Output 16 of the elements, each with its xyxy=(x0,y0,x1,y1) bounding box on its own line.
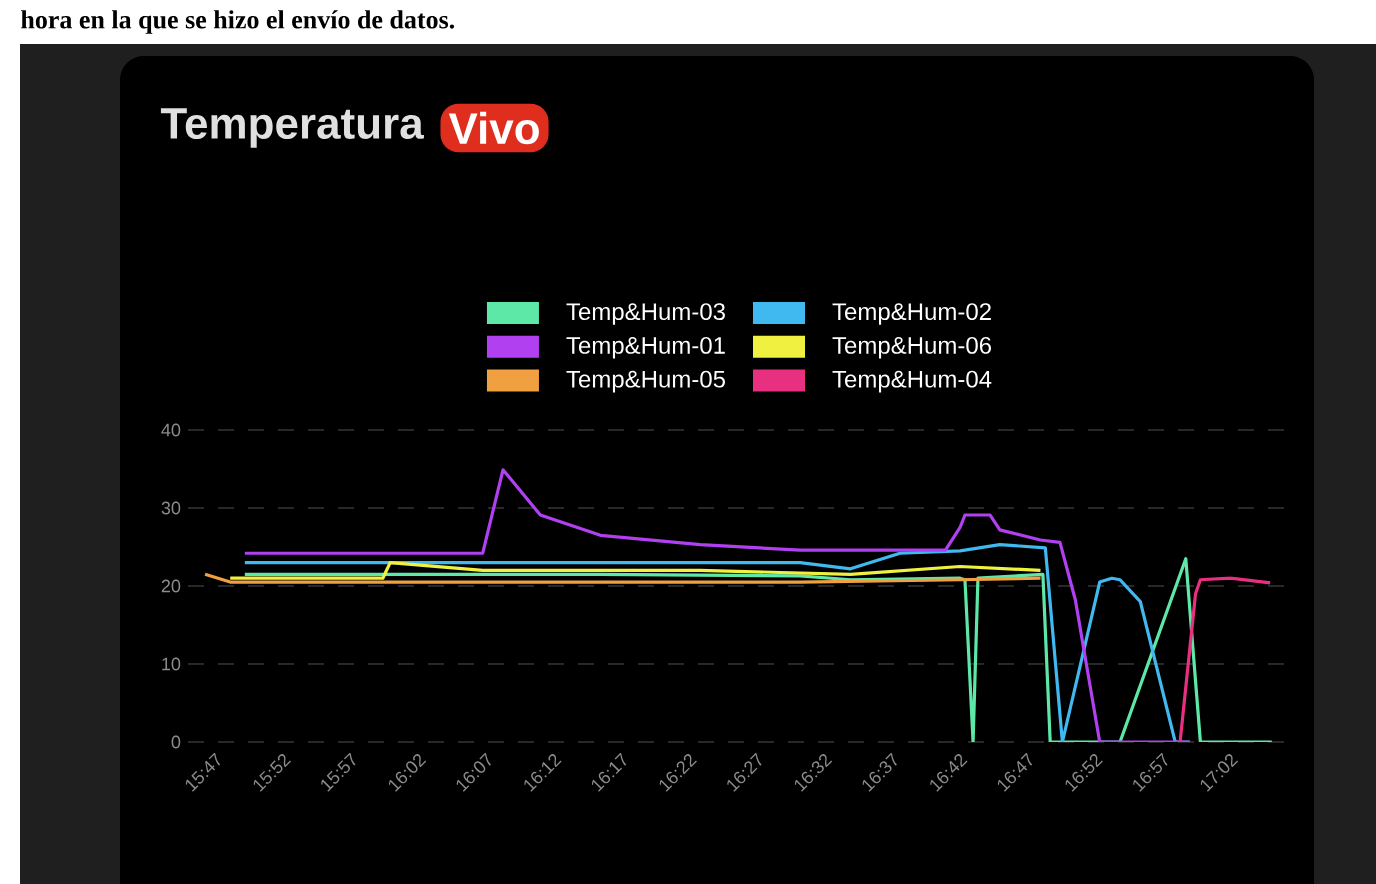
line-series xyxy=(228,561,1043,580)
legend-label: Temp&Hum-04 xyxy=(832,370,992,393)
legend-label: Temp&Hum-06 xyxy=(832,336,992,359)
text: hora en la que se hizo el envío de datos. xyxy=(21,10,455,34)
line-series xyxy=(1178,576,1272,742)
chart-title: Temperatura xyxy=(160,108,424,148)
y-tick-label: 20 xyxy=(161,579,181,593)
legend-label: Temp&Hum-03 xyxy=(566,303,725,325)
y-tick-label: 10 xyxy=(162,657,181,671)
legend-label: Temp&Hum-01 xyxy=(566,336,725,359)
legend-label: Temp&Hum-05 xyxy=(566,370,725,393)
y-tick-label: 0 xyxy=(171,735,181,749)
y-tick-label: 40 xyxy=(161,423,181,437)
y-tick-label: 30 xyxy=(161,501,181,515)
chart-subtitle: Vivo xyxy=(448,111,539,145)
legend-label: Temp&Hum-02 xyxy=(832,303,991,325)
